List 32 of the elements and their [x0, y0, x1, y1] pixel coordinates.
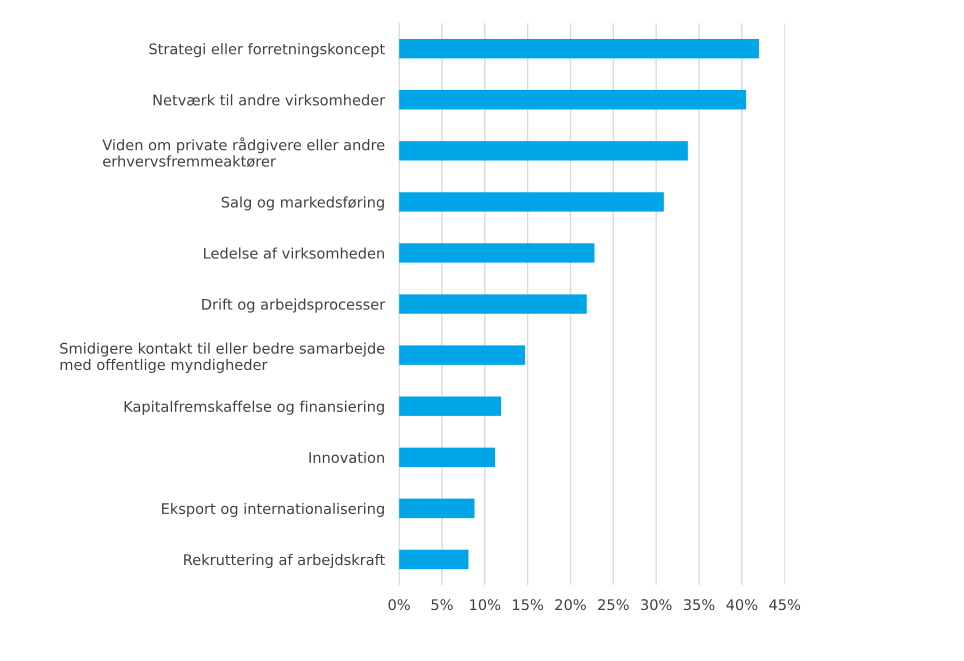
x-tick-label: 25% [598, 599, 629, 610]
bar [399, 550, 469, 570]
y-tick-label: Strategi eller forretningskoncept [149, 43, 385, 58]
bar [399, 396, 502, 416]
y-tick-label: Eksport og internationalisering [162, 502, 384, 517]
bar [399, 38, 759, 58]
x-tick-label: 0% [388, 599, 410, 610]
x-tick-label: 40% [726, 599, 758, 610]
bar [399, 294, 587, 314]
y-tick-label: Netværk til andre virksomheder [154, 94, 386, 106]
y-tick-label: Salg og markedsføring [222, 196, 384, 210]
x-tick-label: 30% [641, 599, 672, 610]
x-tick-label: 5% [432, 599, 453, 610]
x-tick-label: 20% [555, 599, 586, 610]
y-tick-label: Rekruttering af arbejdskraft [184, 554, 385, 568]
bar [399, 90, 746, 110]
y-tick-label: Smidigere kontakt til eller bedre samarbejde med offentlige myndigheder [60, 342, 384, 373]
y-tick-label: Ledelse af virksomheden [204, 247, 384, 259]
bar [399, 345, 526, 365]
bar [399, 498, 474, 518]
x-tick-label: 45% [769, 599, 800, 610]
y-tick-label: Innovation [309, 452, 384, 464]
bar [399, 448, 496, 467]
bar [399, 192, 664, 212]
y-tick-label: Kapitalfremskaffelse og finansiering [124, 400, 384, 415]
y-tick-label: Drift og arbejdsprocesser [202, 298, 386, 313]
x-tick-label: 15% [513, 599, 544, 610]
x-tick-label: 35% [684, 599, 714, 610]
bar [399, 243, 594, 263]
x-tick-label: 10% [470, 599, 500, 610]
bar [399, 141, 688, 161]
y-tick-label: Viden om private rådgivere eller andre erhvervsfremmeaktører [102, 137, 384, 168]
